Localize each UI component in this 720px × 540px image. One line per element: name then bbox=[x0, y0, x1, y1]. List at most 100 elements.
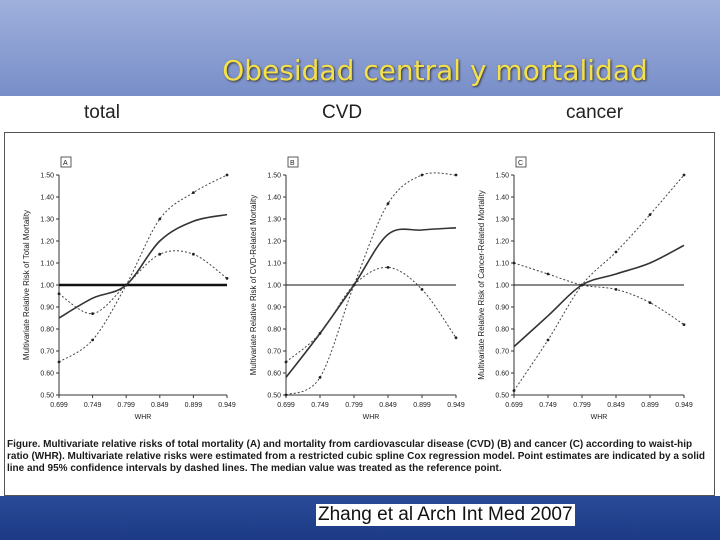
figure-svg: A 0.50 0.60 0.70 0.80 0.90 1.00 1.10 1.20 1.30 1.4… bbox=[22, 156, 693, 421]
series-ci-lower bbox=[285, 172, 457, 396]
y-tick-label: 1.30 bbox=[40, 217, 54, 224]
panel-letter-box bbox=[515, 156, 527, 168]
label-cancer: cancer bbox=[566, 102, 624, 123]
ci-point bbox=[124, 283, 128, 287]
y-tick-label: 0.90 bbox=[495, 305, 509, 312]
label-total: total bbox=[84, 102, 120, 123]
y-tick-label: 1.40 bbox=[267, 195, 281, 202]
panel-letter: C bbox=[518, 160, 523, 167]
panel-c: C 0.50 0.60 0.70 0.80 0.90 1.00 1.10 1.20 1.30 1.4… bbox=[477, 156, 693, 421]
y-tick-label: 1.00 bbox=[495, 283, 509, 290]
ci-point bbox=[454, 173, 458, 177]
y-tick-label: 1.10 bbox=[267, 261, 281, 268]
x-tick-label: 0.799 bbox=[117, 402, 135, 409]
x-tick-label: 0.749 bbox=[84, 402, 102, 409]
ci-point bbox=[57, 292, 61, 296]
y-tick-label: 1.00 bbox=[40, 283, 54, 290]
panel-letter-box bbox=[60, 156, 72, 168]
y-tick-label: 0.60 bbox=[495, 371, 509, 378]
ci-point bbox=[192, 252, 195, 256]
ci-point bbox=[580, 283, 584, 287]
slide-title: Obesidad central y mortalidad bbox=[222, 54, 648, 87]
ci-point bbox=[648, 213, 652, 216]
y-tick-label: 1.50 bbox=[40, 173, 54, 180]
x-axis-label: WHR bbox=[363, 414, 380, 421]
series-ci-upper bbox=[58, 250, 228, 315]
citation: Zhang et al Arch Int Med 2007 bbox=[316, 504, 575, 526]
y-axis-label: Multivariate Relative Risk of Total Mort… bbox=[22, 210, 31, 360]
panel-letter-box bbox=[287, 156, 299, 168]
x-tick-label: 0.949 bbox=[447, 402, 465, 409]
ci-point bbox=[420, 288, 424, 291]
y-tick-label: 0.60 bbox=[267, 371, 281, 378]
series-ci-lower bbox=[513, 174, 685, 391]
ci-point bbox=[682, 323, 686, 326]
ci-point bbox=[318, 376, 322, 379]
x-tick-label: 0.799 bbox=[573, 402, 591, 409]
ci-point bbox=[91, 312, 94, 315]
y-tick-label: 0.60 bbox=[40, 371, 54, 378]
y-tick-label: 0.70 bbox=[495, 349, 509, 356]
series-ci-lower bbox=[58, 174, 228, 363]
label-cvd: CVD bbox=[322, 102, 363, 123]
x-tick-label: 0.899 bbox=[413, 402, 431, 409]
y-tick-label: 1.20 bbox=[267, 239, 281, 246]
ci-point bbox=[91, 338, 94, 342]
figure: A 0.50 0.60 0.70 0.80 0.90 1.00 1.10 1.20 1.30 1.4… bbox=[4, 132, 715, 496]
y-tick-label: 1.20 bbox=[40, 239, 54, 246]
y-tick-label: 0.90 bbox=[40, 305, 54, 312]
y-tick-label: 1.20 bbox=[495, 239, 509, 246]
y-tick-label: 1.10 bbox=[495, 261, 509, 268]
ci-point bbox=[512, 389, 516, 392]
series-point-estimate bbox=[513, 244, 685, 348]
x-tick-label: 0.899 bbox=[185, 402, 203, 409]
ci-point bbox=[158, 252, 162, 256]
y-tick-label: 1.50 bbox=[495, 173, 509, 180]
y-tick-label: 0.50 bbox=[267, 393, 281, 400]
panel-letter: A bbox=[63, 160, 68, 167]
panel-b: B 0.50 0.60 0.70 0.80 0.90 1.00 1.10 1.20 1.30 1.4… bbox=[249, 156, 465, 421]
series-point-estimate bbox=[285, 227, 457, 378]
y-tick-label: 1.00 bbox=[267, 283, 281, 290]
x-tick-label: 0.949 bbox=[218, 402, 236, 409]
series-point-estimate bbox=[58, 213, 228, 319]
x-tick-label: 0.699 bbox=[277, 402, 295, 409]
panel-a: A 0.50 0.60 0.70 0.80 0.90 1.00 1.10 1.20 1.30 1.4… bbox=[22, 156, 236, 421]
series-ci-upper bbox=[285, 266, 457, 363]
ci-point bbox=[386, 266, 390, 269]
y-tick-label: 0.50 bbox=[40, 393, 54, 400]
ci-point bbox=[225, 173, 229, 177]
x-tick-label: 0.949 bbox=[675, 402, 693, 409]
y-tick-label: 1.10 bbox=[40, 261, 54, 268]
figure-caption: Figure. Multivariate relative risks of t… bbox=[7, 439, 705, 474]
ci-point bbox=[192, 191, 195, 194]
ci-point bbox=[546, 338, 550, 342]
x-tick-label: 0.849 bbox=[379, 402, 397, 409]
ci-point bbox=[614, 250, 618, 254]
ci-point bbox=[318, 332, 322, 335]
x-tick-label: 0.749 bbox=[311, 402, 329, 409]
x-tick-label: 0.799 bbox=[345, 402, 363, 409]
y-tick-label: 1.40 bbox=[40, 195, 54, 202]
x-axis-label: WHR bbox=[135, 414, 152, 421]
ci-point bbox=[57, 360, 61, 364]
y-axis-label: Multivariate Relative Risk of Cancer-Rel… bbox=[477, 190, 486, 379]
ci-point bbox=[352, 283, 356, 287]
y-tick-label: 0.80 bbox=[40, 327, 54, 334]
ci-point bbox=[614, 288, 618, 291]
ci-point bbox=[512, 261, 516, 265]
y-tick-label: 0.70 bbox=[40, 349, 54, 356]
y-tick-label: 0.90 bbox=[267, 305, 281, 312]
x-tick-label: 0.699 bbox=[50, 402, 68, 409]
y-tick-label: 0.70 bbox=[267, 349, 281, 356]
x-axis-label: WHR bbox=[591, 414, 608, 421]
series-ci-upper bbox=[513, 262, 685, 326]
ci-point bbox=[284, 393, 288, 397]
ci-point bbox=[420, 173, 424, 177]
ci-point bbox=[158, 217, 162, 221]
x-tick-label: 0.699 bbox=[505, 402, 523, 409]
ci-point bbox=[648, 301, 652, 304]
ci-point bbox=[682, 173, 686, 177]
y-tick-label: 0.50 bbox=[495, 393, 509, 400]
panel-letter: B bbox=[290, 160, 295, 167]
